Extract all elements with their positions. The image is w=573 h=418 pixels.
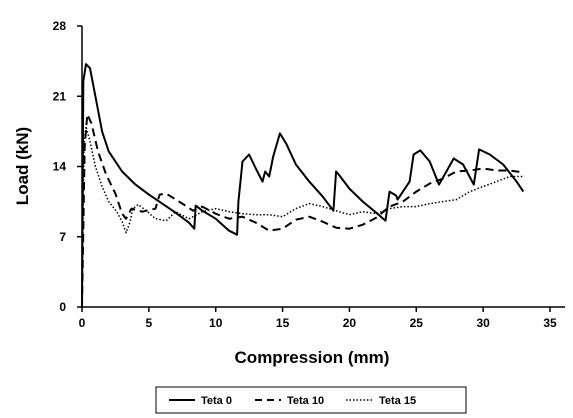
legend: Teta 0 Teta 10 Teta 15 [155, 386, 467, 414]
legend-label-teta-0: Teta 0 [201, 395, 232, 407]
x-tick-label: 35 [543, 316, 557, 330]
legend-label-teta-10: Teta 10 [287, 395, 324, 407]
legend-box [155, 386, 467, 414]
x-tick-label: 10 [209, 316, 223, 330]
x-tick-label: 15 [276, 316, 290, 330]
y-tick-label: 21 [53, 89, 67, 103]
x-tick-label: 5 [146, 316, 153, 330]
plot-area: 0 5 10 15 20 25 30 35 0 7 14 21 28 [53, 19, 565, 330]
y-ticks: 0 7 14 21 28 [53, 19, 82, 314]
y-tick-label: 0 [59, 300, 66, 314]
x-tick-label: 30 [476, 316, 490, 330]
series-line-teta-10 [81, 113, 524, 308]
x-axis-title: Compression (mm) [235, 348, 390, 367]
series-line-teta-15 [81, 125, 524, 308]
y-tick-label: 28 [53, 19, 67, 33]
legend-label-teta-15: Teta 15 [379, 395, 416, 407]
x-ticks: 0 5 10 15 20 25 30 35 [79, 307, 557, 330]
series-group [81, 63, 525, 308]
y-axis-title: Load (kN) [13, 127, 32, 205]
y-tick-label: 7 [59, 230, 66, 244]
y-tick-label: 14 [53, 160, 67, 174]
series-line-teta-0 [81, 63, 525, 308]
x-tick-label: 20 [343, 316, 357, 330]
x-tick-label: 0 [79, 316, 86, 330]
x-tick-label: 25 [410, 316, 424, 330]
